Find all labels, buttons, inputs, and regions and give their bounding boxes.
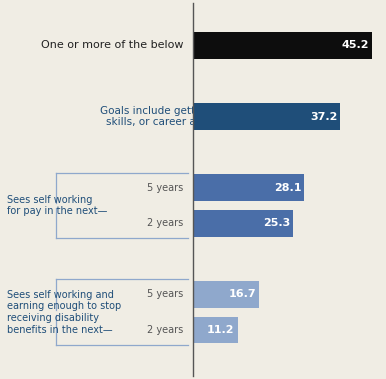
Bar (193, 281, 259, 308)
Text: 16.7: 16.7 (229, 290, 256, 299)
Text: 5 years: 5 years (147, 183, 184, 193)
Bar (193, 103, 340, 130)
Text: Goals include getting a job, new
skills, or career advancement: Goals include getting a job, new skills,… (100, 106, 268, 127)
Text: 28.1: 28.1 (274, 183, 301, 193)
Text: 45.2: 45.2 (342, 41, 369, 50)
Text: 2 years: 2 years (147, 218, 184, 228)
Text: 2 years: 2 years (147, 325, 184, 335)
Bar (193, 174, 305, 201)
Bar (193, 210, 293, 236)
Text: 5 years: 5 years (147, 290, 184, 299)
Text: 37.2: 37.2 (310, 111, 337, 122)
Text: 25.3: 25.3 (263, 218, 290, 228)
Text: Sees self working
for pay in the next—: Sees self working for pay in the next— (7, 195, 107, 216)
Text: One or more of the below: One or more of the below (41, 41, 184, 50)
Text: 11.2: 11.2 (207, 325, 234, 335)
Bar (193, 32, 372, 59)
Bar (193, 316, 237, 343)
Text: Sees self working and
earning enough to stop
receiving disability
benefits in th: Sees self working and earning enough to … (7, 290, 121, 335)
